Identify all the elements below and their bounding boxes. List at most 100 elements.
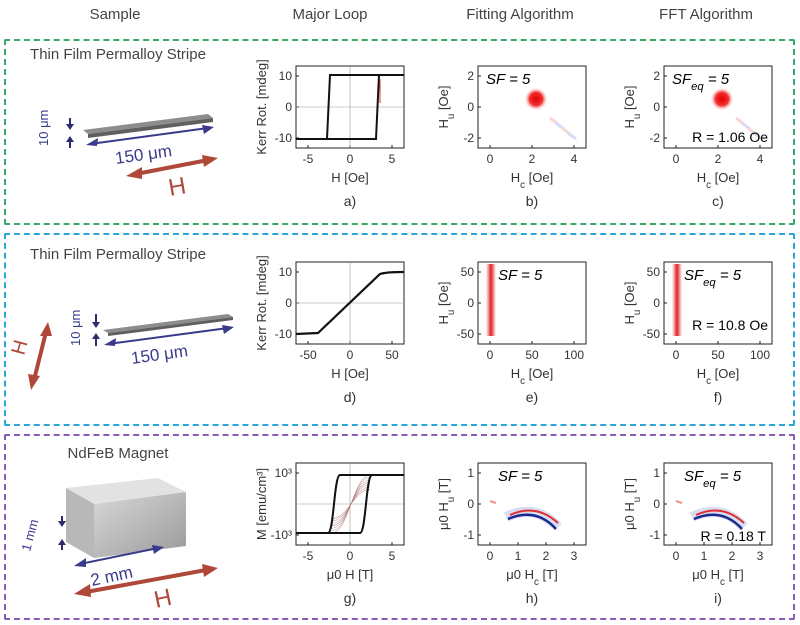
field-arrow (135, 158, 209, 176)
fit-b-ytick-label: 0 (467, 100, 474, 114)
fit-b-streak (567, 131, 577, 141)
length-arrow (79, 547, 159, 565)
loop-g-caption: g) (344, 590, 356, 606)
fft-c-ytick-label: -2 (649, 131, 660, 145)
fit-e-map (486, 264, 496, 336)
sample-illustration-stripe-1: 10 μm 150 μm H (36, 110, 218, 202)
fit-e-ylabel: Hu [Oe] (436, 281, 457, 324)
loop-d-xtick-label: -50 (299, 348, 317, 362)
fit-h-xtick-label: 3 (571, 549, 578, 563)
loop-g-ytick-label: 10³ (275, 466, 292, 480)
loop-a-xtick-label: 0 (347, 152, 354, 166)
loop-d-ytick-label: -10 (275, 327, 293, 341)
loop-g-xtick-label: -5 (303, 549, 314, 563)
fit-h-dot (489, 500, 497, 504)
fft-i-arc-red (695, 509, 745, 524)
stripe-side (108, 317, 233, 336)
fft-c-r-label: R = 1.06 Oe (692, 129, 768, 145)
thickness-label: 1 mm (18, 518, 41, 553)
sample-illustration-magnet: 1 mm2 mmH (18, 478, 218, 614)
magnet-group: 1 mm2 mmH (18, 478, 218, 614)
fit-h-ylabel: μ0 Hu [T] (436, 478, 457, 530)
fft-i-sf-label: SFeq = 5 (684, 468, 742, 490)
fft-i-axes: 0 1 2 3 1 0 -1 μ0 Hc [T] μ0 Hu [T] i) (622, 462, 773, 606)
fft-c-ytick-label: 2 (653, 69, 660, 83)
loop-g-ytick-label: -10³ (271, 528, 292, 542)
fit-b-caption: b) (526, 193, 538, 209)
field-arrowhead-top (40, 322, 52, 336)
fit-e-sf-label: SF = 5 (498, 267, 543, 284)
fft-i-map (675, 500, 748, 531)
loop-a-branch-down (296, 74, 404, 140)
fft-i-ytick-label: 1 (653, 466, 660, 480)
fit-e-ytick-label: 0 (467, 296, 474, 310)
fit-h-sf-label: SF = 5 (498, 468, 543, 485)
magnet-left-face (66, 488, 94, 558)
length-arrowhead-right (222, 325, 234, 334)
fft-c-ylabel: Hu [Oe] (622, 85, 643, 128)
fit-h-axes: 0 1 2 3 1 0 -1 μ0 Hc [T] μ0 Hu [T] h) (436, 462, 587, 606)
fit-h-ytick-label: -1 (463, 528, 474, 542)
fit-b-xtick-label: 0 (487, 152, 494, 166)
length-arrow (107, 327, 229, 345)
loop-a-curves (296, 66, 404, 148)
stripe-top (103, 314, 233, 333)
field-arrowhead-left (74, 584, 91, 597)
length-label: 150 μm (114, 141, 173, 168)
fft-i-xtick-label: 2 (729, 549, 736, 563)
column-header-fft: FFT Algorithm (659, 6, 753, 23)
loop-a-ytick-label: 0 (285, 100, 292, 114)
fit-b-xlabel: Hc [Oe] (511, 170, 553, 191)
fit-h-xtick-label: 0 (487, 549, 494, 563)
loop-d-caption: d) (344, 389, 356, 405)
field-label: H (166, 172, 188, 202)
fitting-plot-e: 0 50 100 50 0 -50 Hc [Oe] Hu [Oe] e) SF = 5 (436, 261, 587, 405)
fit-e-ridge (486, 264, 496, 336)
loop-a-ylabel: Kerr Rot. [mdeg] (254, 59, 269, 154)
fft-i-ytick-label: -1 (649, 528, 660, 542)
loop-a-xtick-label: -5 (303, 152, 314, 166)
fit-b-peak (524, 87, 548, 111)
field-arrow (32, 331, 48, 381)
fit-b-sf-label: SF = 5 (486, 71, 531, 88)
loop-d-ytick-label: 0 (285, 296, 292, 310)
fft-f-xtick-label: 100 (750, 348, 770, 362)
row-title-2: Thin Film Permalloy Stripe (30, 246, 206, 263)
fft-i-caption: i) (714, 590, 722, 606)
fft-f-ytick-label: 50 (647, 265, 661, 279)
thickness-arrowhead-bottom (66, 136, 74, 142)
fit-e-xlabel: Hc [Oe] (511, 366, 553, 387)
field-arrowhead-right (202, 564, 218, 577)
length-arrowhead-right (202, 125, 214, 134)
fit-e-ytick-label: 50 (461, 265, 475, 279)
fit-e-caption: e) (526, 389, 538, 405)
fft-f-r-label: R = 10.8 Oe (692, 317, 768, 333)
fitting-plot-h: 0 1 2 3 1 0 -1 μ0 Hc [T] μ0 Hu [T] h) SF = 5 (436, 462, 587, 606)
fft-c-xlabel: Hc [Oe] (697, 170, 739, 191)
fft-f-xlabel: Hc [Oe] (697, 366, 739, 387)
stripe-top (83, 114, 213, 134)
major-loop-plot-a: -5 0 5 10 0 -10 H [Oe] Kerr Rot. [mdeg] a) (254, 59, 405, 209)
field-label: H (8, 338, 33, 358)
fit-h-ytick-label: 0 (467, 497, 474, 511)
fit-h-frame (477, 462, 587, 546)
fft-c-map (710, 87, 763, 141)
magnet-front-face (94, 492, 186, 558)
loop-d-loop-curve (296, 270, 404, 336)
length-arrowhead-right (152, 545, 164, 554)
thickness-arrowhead-bottom (92, 333, 100, 339)
fit-h-caption: h) (526, 590, 538, 606)
field-label: H (152, 584, 175, 614)
stripe-side (88, 118, 213, 138)
fitting-plot-b: 0 2 4 2 0 -2 Hc [Oe] Hu [Oe] b) SF = 5 (436, 65, 587, 209)
loop-g-branch-down (296, 474, 404, 534)
fft-i-frame (663, 462, 773, 546)
fft-c-sf-label: SFeq = 5 (672, 71, 730, 93)
fit-b-ytick-label: -2 (463, 131, 474, 145)
fft-f-ytick-label: -50 (643, 327, 661, 341)
loop-a-xlabel: H [Oe] (331, 170, 369, 185)
length-arrowhead-left (74, 558, 86, 567)
loop-d-xlabel: H [Oe] (331, 366, 369, 381)
loop-d-curves (296, 262, 404, 344)
